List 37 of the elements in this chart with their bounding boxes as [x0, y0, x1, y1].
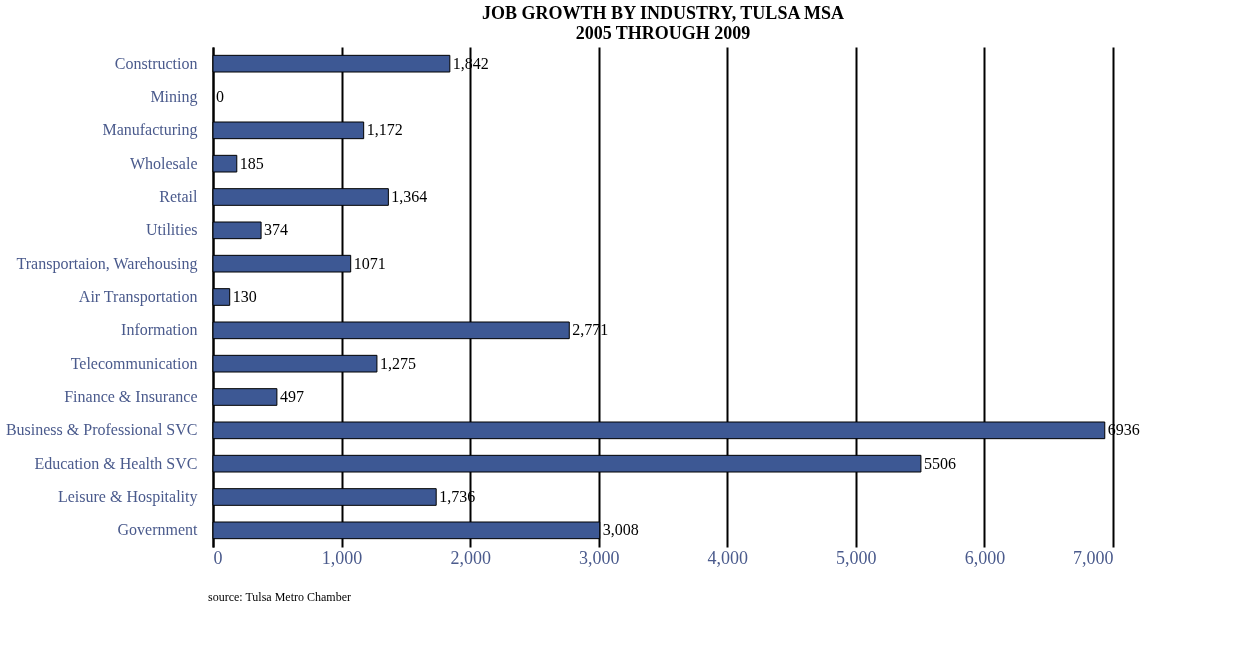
y-tick-label: Utilities	[145, 221, 198, 239]
data-label: 0	[216, 88, 224, 105]
data-label: 1,275	[379, 354, 416, 372]
source-note: source: Tulsa Metro Chamber	[208, 590, 351, 604]
y-tick-label: Finance & Insurance	[64, 388, 198, 405]
data-label: 3,008	[602, 521, 639, 539]
data-label: 1071	[353, 254, 386, 272]
data-label: 497	[279, 388, 304, 405]
y-tick-label: Wholesale	[129, 154, 198, 172]
y-tick-label: Government	[117, 521, 199, 539]
data-label: 1,172	[366, 121, 403, 139]
x-tick-label: 7,000	[1073, 547, 1114, 568]
x-tick-label: 2,000	[450, 547, 491, 568]
y-tick-label: Leisure & Hospitality	[57, 488, 198, 506]
data-label: 1,364	[391, 188, 428, 205]
x-tick-label: 5,000	[836, 547, 877, 568]
y-tick-label: Construction	[114, 54, 198, 72]
data-label: 5506	[923, 454, 956, 472]
data-label: 374	[264, 221, 289, 239]
x-tick-label: 6,000	[964, 547, 1006, 568]
data-label: 130	[232, 288, 257, 305]
data-label: 185	[239, 154, 264, 172]
y-tick-label: Business & Professional SVC	[5, 421, 198, 439]
y-tick-label: Telecommunication	[70, 354, 198, 372]
x-tick-label: 1,000	[321, 547, 363, 568]
y-tick-label: Education & Health SVC	[34, 454, 198, 472]
x-tick-label: 4,000	[707, 547, 749, 568]
y-tick-label: Air Transportation	[78, 288, 198, 306]
y-tick-label: Information	[121, 321, 198, 339]
x-tick-label: 3,000	[578, 547, 620, 568]
y-tick-label: Transportaion, Warehousing	[16, 254, 198, 273]
text: JOB GROWTH BY INDUSTRY, TULSA MSA	[482, 3, 844, 23]
y-tick-label: Mining	[150, 88, 198, 106]
y-tick-label: Manufacturing	[102, 121, 198, 140]
x-tick-label: 0	[213, 547, 223, 568]
y-tick-label: Retail	[159, 188, 199, 205]
text: 2005 THROUGH 2009	[575, 23, 751, 43]
